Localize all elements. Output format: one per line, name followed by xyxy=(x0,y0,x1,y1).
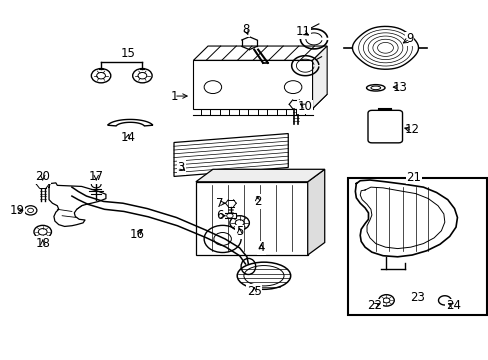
Text: 5: 5 xyxy=(236,225,243,238)
Text: 8: 8 xyxy=(242,23,249,36)
FancyBboxPatch shape xyxy=(367,111,402,143)
Text: 21: 21 xyxy=(406,171,420,184)
Text: 12: 12 xyxy=(404,123,419,136)
Text: 10: 10 xyxy=(297,100,312,113)
Polygon shape xyxy=(193,94,326,109)
Polygon shape xyxy=(193,46,326,60)
Text: 13: 13 xyxy=(392,81,407,94)
Polygon shape xyxy=(196,182,307,255)
Text: 16: 16 xyxy=(130,228,145,241)
Text: 14: 14 xyxy=(120,131,135,144)
Text: 15: 15 xyxy=(120,47,135,60)
Text: 24: 24 xyxy=(445,299,460,312)
Text: 9: 9 xyxy=(405,32,413,45)
Text: 7: 7 xyxy=(216,197,224,210)
Text: 23: 23 xyxy=(409,291,424,304)
Text: 2: 2 xyxy=(253,195,261,208)
Text: 1: 1 xyxy=(170,90,177,103)
Text: 22: 22 xyxy=(366,299,382,312)
Text: 19: 19 xyxy=(9,204,24,217)
Bar xyxy=(224,213,235,218)
Polygon shape xyxy=(196,169,324,182)
Text: 3: 3 xyxy=(177,161,184,174)
Text: 4: 4 xyxy=(257,241,264,255)
Text: 17: 17 xyxy=(88,170,103,183)
Bar xyxy=(347,178,486,315)
Text: 6: 6 xyxy=(216,209,224,222)
Polygon shape xyxy=(174,134,287,176)
Polygon shape xyxy=(193,60,312,109)
Polygon shape xyxy=(107,120,153,126)
Polygon shape xyxy=(307,169,324,255)
Polygon shape xyxy=(352,26,418,69)
Text: 20: 20 xyxy=(35,170,50,183)
Polygon shape xyxy=(312,46,326,109)
Text: 11: 11 xyxy=(295,25,310,38)
Text: 18: 18 xyxy=(35,237,50,250)
Text: 25: 25 xyxy=(246,285,261,298)
